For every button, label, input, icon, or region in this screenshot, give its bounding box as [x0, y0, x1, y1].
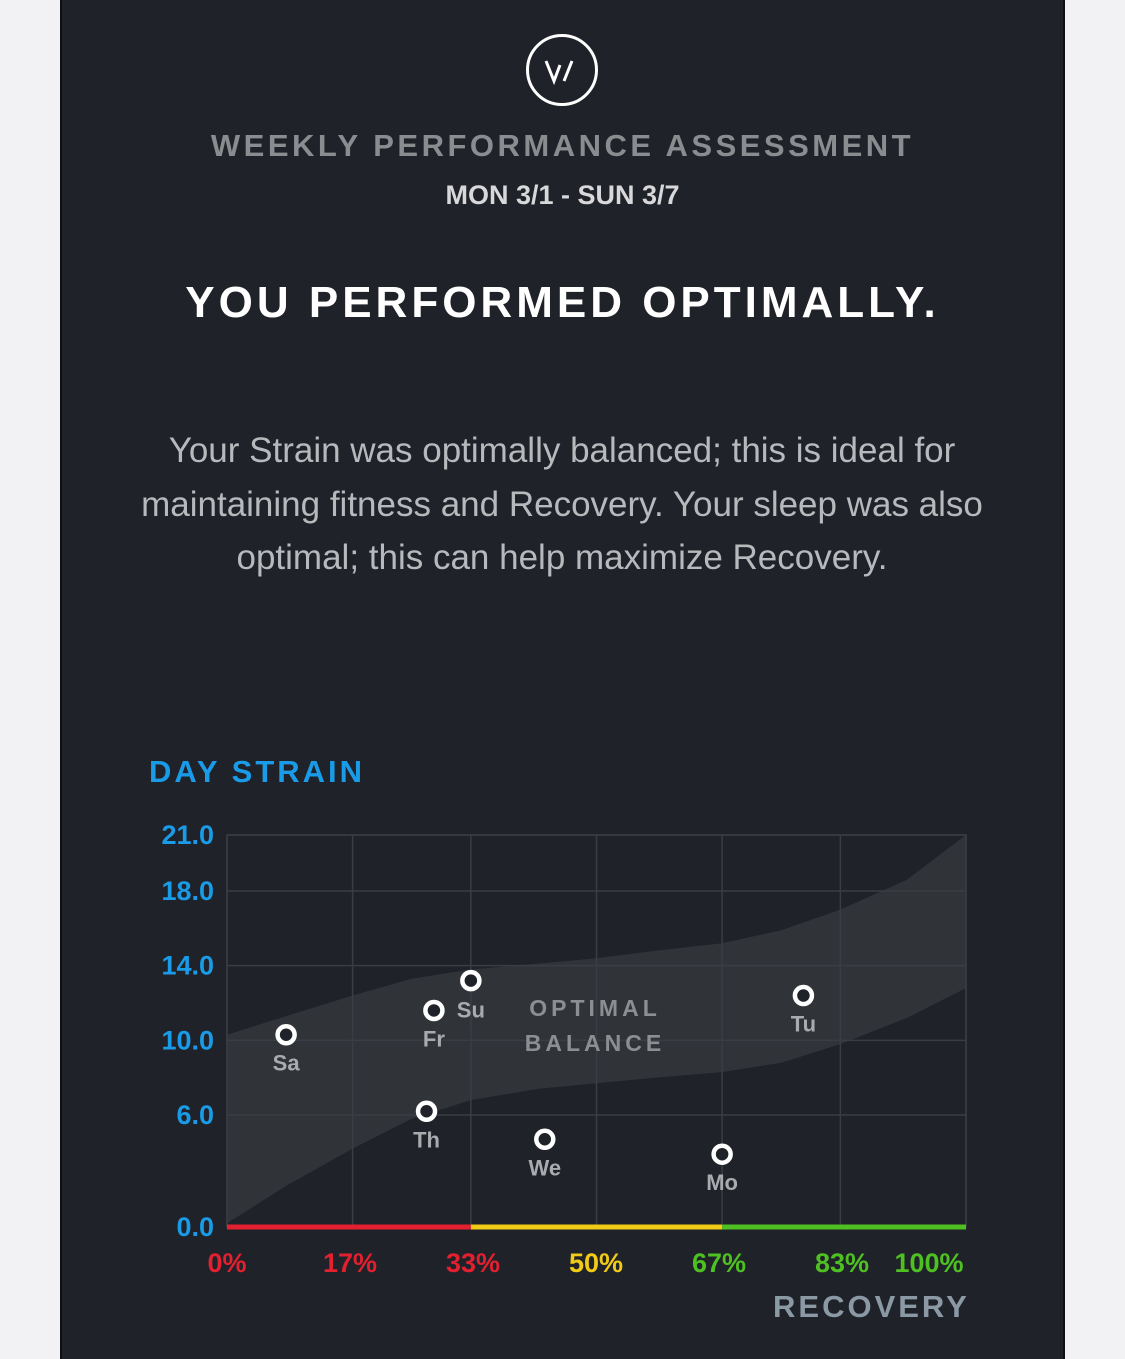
x-axis-label: RECOVERY [773, 1289, 970, 1324]
x-tick-label: 17% [323, 1248, 377, 1278]
x-tick-label: 33% [446, 1248, 500, 1278]
x-tick-label: 67% [692, 1248, 746, 1278]
data-point-label: Su [457, 998, 485, 1023]
y-tick-label: 21.0 [161, 820, 214, 850]
y-tick-label: 18.0 [161, 876, 214, 906]
data-point [415, 1100, 438, 1123]
data-point-label: Tu [791, 1012, 816, 1037]
data-point-label: We [528, 1155, 561, 1180]
data-point [534, 1128, 556, 1151]
x-tick-label: 50% [569, 1248, 623, 1278]
report-title: WEEKLY PERFORMANCE ASSESSMENT [210, 128, 915, 163]
headline: YOU PERFORMED OPTIMALLY. [185, 278, 940, 327]
data-point [275, 1023, 297, 1046]
date-range: MON 3/1 - SUN 3/7 [445, 180, 680, 210]
y-tick-label: 10.0 [161, 1025, 214, 1055]
data-point [792, 984, 815, 1007]
data-point-label: Sa [273, 1051, 301, 1076]
whoop-logo-icon [526, 34, 598, 106]
optimal-balance-label: BALANCE [525, 1030, 665, 1056]
x-tick-label: 0% [207, 1248, 246, 1278]
data-point-label: Th [413, 1127, 440, 1152]
y-tick-label: 0.0 [176, 1212, 214, 1242]
y-tick-label: 6.0 [176, 1100, 214, 1130]
y-axis-label: DAY STRAIN [149, 754, 366, 789]
data-point-label: Fr [423, 1026, 445, 1051]
y-tick-label: 14.0 [161, 951, 214, 981]
data-point [460, 969, 482, 992]
data-point-label: Mo [706, 1170, 738, 1195]
data-point [711, 1143, 733, 1165]
optimal-balance-label: OPTIMAL [529, 995, 661, 1021]
x-tick-label: 83% [815, 1248, 869, 1278]
data-point [423, 999, 445, 1022]
assessment-description: Your Strain was optimally balanced; this… [141, 431, 983, 577]
x-tick-label: 100% [894, 1248, 963, 1278]
